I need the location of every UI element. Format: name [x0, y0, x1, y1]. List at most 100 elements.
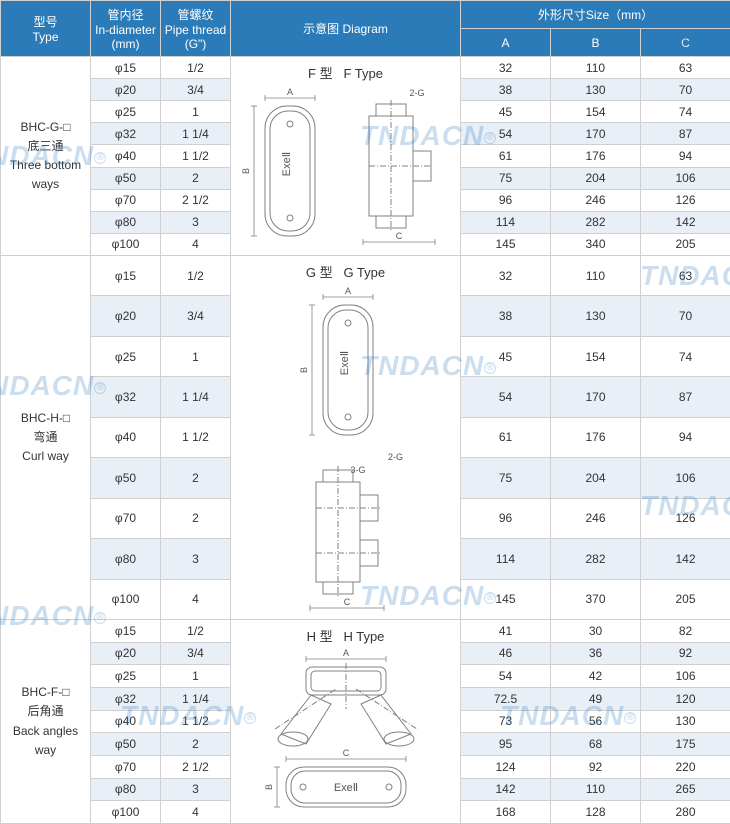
cell-A: 96	[461, 498, 551, 538]
cell-C: 280	[641, 801, 730, 824]
cell-B: 282	[551, 211, 641, 233]
cell-B: 204	[551, 458, 641, 498]
cell-thread: 1 1/4	[161, 687, 231, 710]
cell-C: 130	[641, 710, 730, 733]
cell-A: 54	[461, 665, 551, 688]
cell-C: 106	[641, 167, 730, 189]
cell-A: 38	[461, 79, 551, 101]
cell-A: 114	[461, 211, 551, 233]
cell-A: 142	[461, 778, 551, 801]
cell-diameter: φ32	[91, 687, 161, 710]
diagram-title: F 型 F Type	[235, 63, 456, 82]
cell-B: 92	[551, 755, 641, 778]
cell-thread: 1 1/2	[161, 710, 231, 733]
cell-C: 106	[641, 665, 730, 688]
cell-diameter: φ50	[91, 733, 161, 756]
cell-C: 142	[641, 539, 730, 579]
svg-text:C: C	[344, 597, 351, 607]
cell-B: 130	[551, 296, 641, 336]
cell-B: 154	[551, 101, 641, 123]
cell-C: 74	[641, 336, 730, 376]
cell-A: 168	[461, 801, 551, 824]
cell-C: 70	[641, 79, 730, 101]
cell-B: 340	[551, 233, 641, 255]
svg-text:B: B	[241, 168, 251, 174]
cell-A: 46	[461, 642, 551, 665]
diagram-title: G 型 G Type	[235, 262, 456, 281]
th-diagram: 示意图 Diagram	[231, 1, 461, 57]
cell-diameter: φ80	[91, 778, 161, 801]
cell-thread: 1/2	[161, 256, 231, 296]
cell-thread: 3/4	[161, 642, 231, 665]
svg-text:2-G: 2-G	[388, 452, 403, 462]
cell-diameter: φ100	[91, 801, 161, 824]
cell-A: 54	[461, 377, 551, 417]
cell-B: 130	[551, 79, 641, 101]
cell-A: 61	[461, 145, 551, 167]
cell-diameter: φ25	[91, 336, 161, 376]
cell-B: 282	[551, 539, 641, 579]
cell-A: 96	[461, 189, 551, 211]
cell-diameter: φ40	[91, 710, 161, 733]
cell-diameter: φ25	[91, 101, 161, 123]
cell-diameter: φ40	[91, 417, 161, 457]
cell-C: 120	[641, 687, 730, 710]
cell-thread: 1	[161, 101, 231, 123]
cell-diameter: φ80	[91, 539, 161, 579]
cell-thread: 2 1/2	[161, 755, 231, 778]
cell-B: 110	[551, 256, 641, 296]
table-body: BHC-G-□底三通Three bottomwaysφ151/2 F 型 F T…	[1, 57, 730, 824]
cell-thread: 1	[161, 336, 231, 376]
cell-C: 63	[641, 57, 730, 79]
cell-thread: 2 1/2	[161, 189, 231, 211]
cell-diameter: φ80	[91, 211, 161, 233]
diagram-cell: F 型 F Type A ExeⅡ B 2-G C	[231, 57, 461, 256]
cell-A: 32	[461, 256, 551, 296]
svg-text:2-G: 2-G	[409, 88, 424, 98]
cell-diameter: φ50	[91, 167, 161, 189]
cell-diameter: φ70	[91, 498, 161, 538]
th-size: 外形尺寸Size（mm）	[461, 1, 730, 29]
cell-C: 70	[641, 296, 730, 336]
cell-thread: 3	[161, 539, 231, 579]
cell-A: 75	[461, 458, 551, 498]
diagram-title-en: F Type	[343, 66, 383, 81]
th-B: B	[551, 29, 641, 57]
cell-C: 74	[641, 101, 730, 123]
cell-diameter: φ70	[91, 755, 161, 778]
th-type: 型号 Type	[1, 1, 91, 57]
cell-B: 110	[551, 778, 641, 801]
cell-thread: 2	[161, 733, 231, 756]
cell-thread: 1 1/2	[161, 417, 231, 457]
cell-diameter: φ20	[91, 79, 161, 101]
th-C: C	[641, 29, 730, 57]
cell-thread: 2	[161, 498, 231, 538]
cell-diameter: φ15	[91, 57, 161, 79]
cell-C: 265	[641, 778, 730, 801]
cell-thread: 4	[161, 233, 231, 255]
cell-B: 68	[551, 733, 641, 756]
svg-text:C: C	[396, 231, 403, 241]
cell-thread: 1 1/4	[161, 377, 231, 417]
cell-C: 63	[641, 256, 730, 296]
cell-A: 75	[461, 167, 551, 189]
cell-C: 126	[641, 189, 730, 211]
cell-diameter: φ15	[91, 620, 161, 643]
cell-B: 128	[551, 801, 641, 824]
cell-C: 142	[641, 211, 730, 233]
cell-A: 45	[461, 101, 551, 123]
cell-thread: 2	[161, 167, 231, 189]
svg-text:A: A	[287, 87, 293, 97]
cell-B: 176	[551, 417, 641, 457]
cell-diameter: φ70	[91, 189, 161, 211]
cell-C: 94	[641, 145, 730, 167]
cell-A: 73	[461, 710, 551, 733]
cell-thread: 1	[161, 665, 231, 688]
svg-text:ExeⅡ: ExeⅡ	[333, 782, 357, 794]
cell-thread: 3	[161, 778, 231, 801]
cell-C: 87	[641, 377, 730, 417]
cell-thread: 1 1/4	[161, 123, 231, 145]
cell-diameter: φ32	[91, 123, 161, 145]
diagram-title-cn: G 型	[306, 265, 333, 280]
svg-text:ExeⅡ: ExeⅡ	[339, 351, 351, 375]
